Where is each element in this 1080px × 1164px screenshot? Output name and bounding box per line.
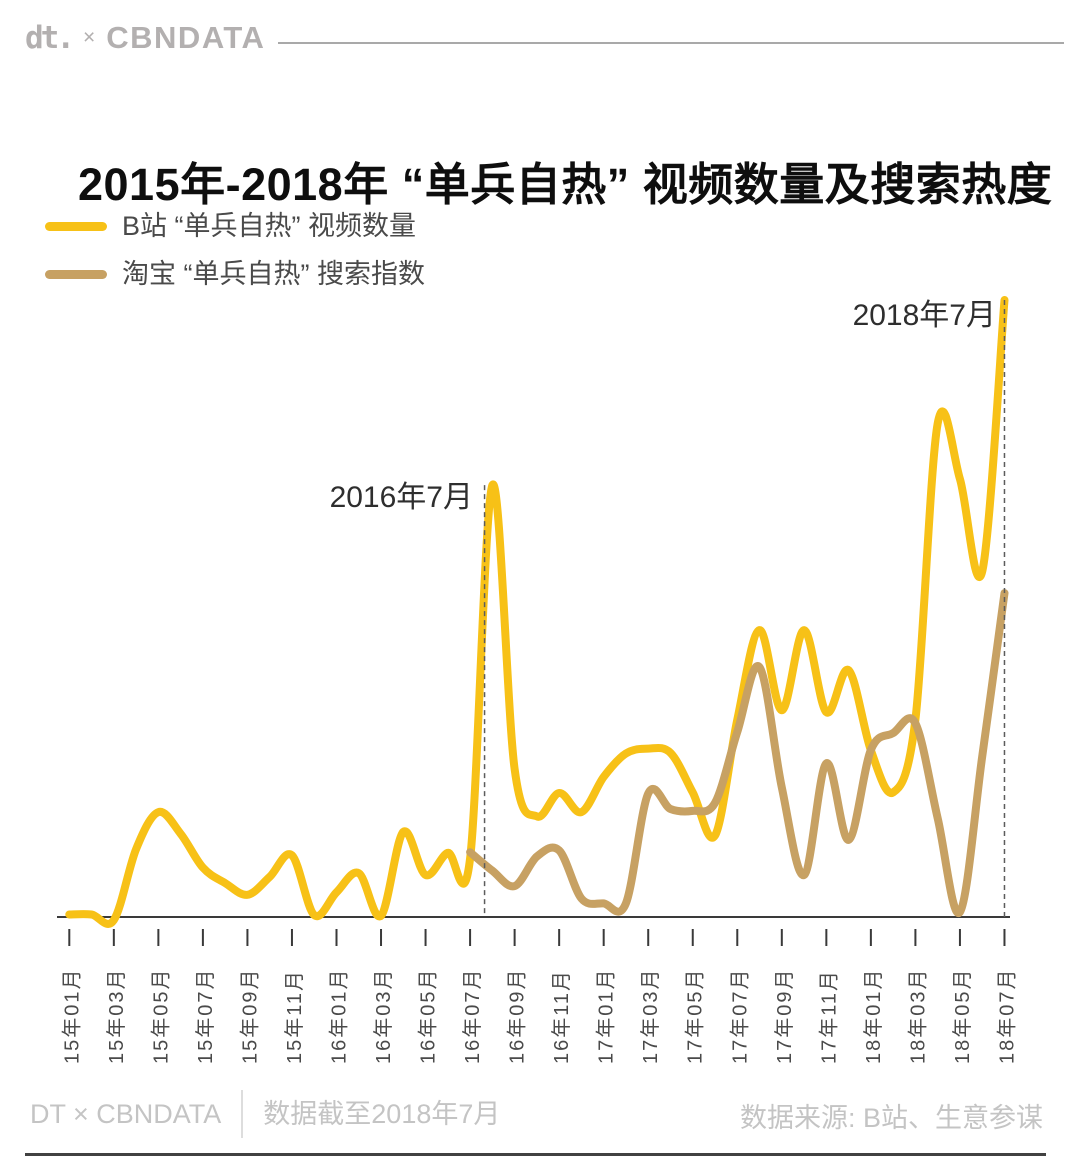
legend-label-taobao: 淘宝 “单兵自热” 搜索指数 [122, 259, 425, 289]
chart-title: 2015年-2018年 “单兵自热” 视频数量及搜索热度 [78, 159, 1053, 211]
footer-bottom-line [25, 1153, 1046, 1156]
svg-text:16年09月: 16年09月 [506, 968, 529, 1065]
annotation-2016-07: 2016年7月 [329, 481, 473, 514]
svg-text:15年11月: 15年11月 [283, 969, 306, 1064]
svg-text:18年03月: 18年03月 [906, 968, 929, 1065]
footer-left: DT × CBNDATA 数据截至2018年7月 [30, 1090, 500, 1138]
svg-text:15年03月: 15年03月 [105, 968, 128, 1065]
footer-brand: DT × CBNDATA [30, 1099, 222, 1129]
footer-data-source: 数据来源: B站、生意参谋 [739, 1103, 1043, 1133]
svg-text:15年09月: 15年09月 [238, 968, 261, 1065]
svg-text:18年05月: 18年05月 [951, 968, 974, 1065]
legend-swatch-tan-line [45, 269, 107, 279]
svg-text:16年07月: 16年07月 [461, 968, 484, 1065]
legend-item-taobao: 淘宝 “单兵自热” 搜索指数 [45, 256, 425, 292]
cbndata-logo: CBNDATA [106, 20, 266, 55]
multiply-sign-icon: × [83, 26, 96, 49]
svg-text:16年05月: 16年05月 [417, 968, 440, 1065]
brand-logo: dt. × CBNDATA [25, 20, 265, 56]
svg-text:17年01月: 17年01月 [595, 968, 618, 1065]
legend-label-bilibili: B站 “单兵自热” 视频数量 [122, 211, 416, 241]
svg-text:17年07月: 17年07月 [728, 968, 751, 1065]
annotation-2018-07: 2018年7月 [852, 299, 996, 332]
svg-text:15年01月: 15年01月 [60, 968, 83, 1065]
footer-vertical-divider [241, 1090, 244, 1138]
svg-text:18年07月: 18年07月 [995, 968, 1018, 1065]
footer-data-cutoff: 数据截至2018年7月 [263, 1099, 501, 1129]
svg-text:16年11月: 16年11月 [550, 969, 573, 1064]
svg-text:17年09月: 17年09月 [773, 968, 796, 1065]
svg-text:15年07月: 15年07月 [194, 968, 217, 1065]
svg-text:15年05月: 15年05月 [149, 968, 172, 1065]
header-divider-line [278, 42, 1064, 44]
svg-text:17年05月: 17年05月 [684, 968, 707, 1065]
dt-logo: dt. [25, 20, 75, 56]
legend-swatch-yellow-line [45, 221, 107, 231]
svg-text:17年03月: 17年03月 [639, 968, 662, 1065]
svg-text:16年01月: 16年01月 [327, 968, 350, 1065]
legend-item-bilibili: B站 “单兵自热” 视频数量 [45, 208, 416, 244]
svg-text:17年11月: 17年11月 [817, 969, 840, 1064]
svg-text:16年03月: 16年03月 [372, 968, 395, 1065]
svg-text:18年01月: 18年01月 [862, 968, 885, 1065]
